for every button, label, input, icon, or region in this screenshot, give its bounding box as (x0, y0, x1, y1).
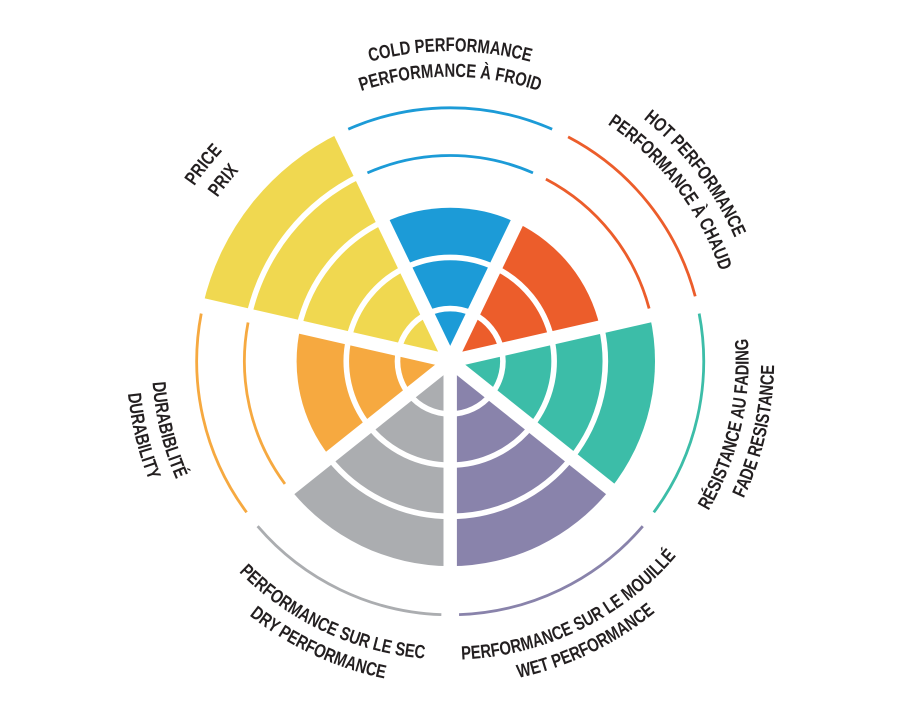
svg-text:R: R (150, 401, 173, 415)
svg-text:E: E (466, 60, 477, 82)
svg-text:O: O (455, 34, 467, 56)
svg-text:C: C (757, 374, 779, 386)
svg-text:L: L (389, 39, 402, 61)
svg-text:O: O (377, 40, 393, 63)
svg-text:I: I (133, 442, 155, 452)
svg-text:E: E (470, 641, 482, 663)
svg-text:R: R (126, 412, 149, 426)
svg-text:R: R (409, 62, 422, 84)
svg-text:I: I (732, 361, 753, 365)
svg-text:I: I (164, 452, 185, 463)
svg-text:O: O (397, 63, 412, 86)
svg-text:R: R (434, 35, 445, 57)
svg-text:R: R (466, 35, 478, 57)
svg-text:C: C (413, 641, 426, 663)
svg-text:R: R (376, 67, 391, 90)
svg-text:P: P (414, 36, 426, 58)
svg-text:I: I (157, 431, 179, 440)
svg-text:A: A (489, 37, 503, 59)
svg-text:M: M (476, 36, 491, 58)
svg-text:D: D (732, 364, 753, 375)
svg-text:U: U (125, 402, 148, 416)
svg-text:E: E (374, 660, 388, 683)
svg-text:C: C (363, 658, 379, 681)
svg-text:B: B (131, 432, 154, 448)
svg-text:U: U (149, 391, 171, 404)
svg-text:A: A (731, 374, 753, 386)
svg-text:O: O (498, 637, 513, 660)
svg-text:E: E (757, 365, 778, 375)
svg-text:R: R (503, 65, 518, 88)
svg-text:A: A (433, 60, 445, 82)
svg-text:E: E (724, 419, 747, 433)
svg-text:I: I (751, 421, 773, 429)
svg-text:D: D (148, 381, 170, 394)
svg-text:N: N (499, 39, 513, 62)
svg-text:W: W (515, 658, 534, 682)
svg-text:A: A (727, 406, 750, 420)
svg-text:C: C (509, 41, 524, 64)
svg-text:C: C (455, 60, 466, 82)
svg-text:G: G (731, 338, 753, 351)
svg-text:F: F (494, 64, 507, 86)
svg-text:E: E (380, 635, 394, 658)
svg-text:B: B (154, 421, 177, 436)
svg-text:D: D (123, 392, 145, 405)
svg-text:D: D (398, 37, 412, 59)
svg-text:S: S (752, 412, 775, 426)
svg-text:I: I (524, 71, 534, 93)
svg-text:I: I (137, 454, 158, 464)
svg-text:P: P (461, 642, 472, 664)
svg-text:U: U (728, 396, 750, 410)
svg-text:E: E (424, 35, 435, 57)
svg-text:T: T (753, 403, 775, 416)
svg-text:R: R (508, 635, 523, 658)
svg-text:C: C (721, 428, 744, 444)
svg-text:S: S (394, 638, 407, 661)
svg-text:E: E (403, 640, 416, 662)
svg-text:R: R (479, 640, 492, 662)
svg-text:A: A (152, 411, 175, 426)
svg-text:M: M (420, 60, 434, 82)
svg-text:A: A (128, 422, 151, 437)
svg-text:O: O (513, 68, 529, 91)
svg-text:F: F (446, 35, 455, 56)
svg-text:A: A (754, 394, 776, 407)
svg-text:N: N (444, 60, 455, 81)
svg-text:N: N (732, 350, 753, 361)
svg-text:N: N (756, 384, 778, 397)
svg-text:M: M (518, 632, 535, 656)
svg-text:C: C (366, 43, 382, 66)
svg-text:S: S (749, 425, 772, 439)
svg-text:F: F (489, 639, 501, 661)
svg-text:F: F (387, 65, 400, 88)
svg-text:À: À (479, 62, 492, 84)
svg-text:F: F (730, 384, 752, 395)
